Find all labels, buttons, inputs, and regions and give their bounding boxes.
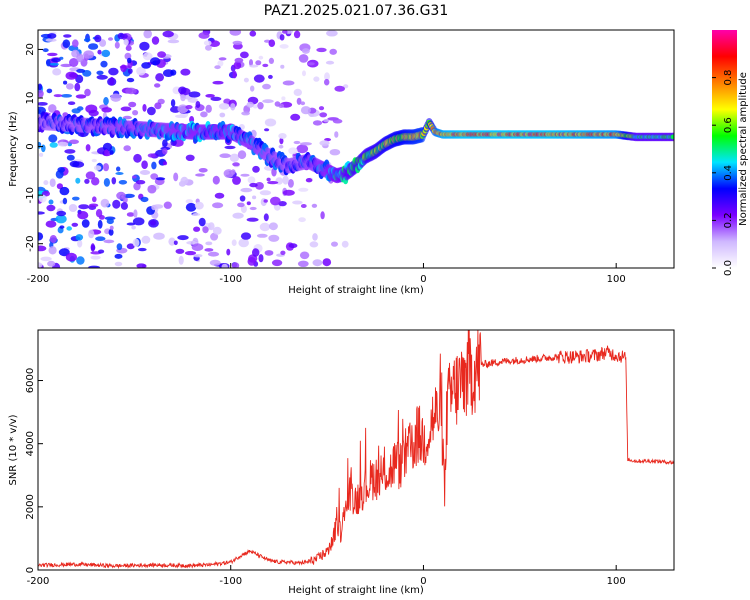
x-tick-label: 100 [607, 274, 626, 285]
snr-series-line [38, 330, 674, 570]
y-tick-label: 4000 [25, 431, 36, 456]
chart-title: PAZ1.2025.021.07.36.G31 [264, 3, 449, 19]
snr-y-ticks: 0 2000 4000 6000 [25, 368, 43, 573]
y-tick-label: 0 [25, 567, 36, 573]
x-tick-label: 100 [607, 576, 626, 587]
spectrogram-x-ticks: -200 -100 0 100 [27, 263, 626, 285]
y-tick-label: 20 [25, 43, 36, 56]
spectrogram-heatmap [38, 30, 674, 268]
colorbar-ticks: 0.0 0.2 0.4 0.6 0.8 [712, 70, 734, 276]
colorbar-label: Normalized spectral amplitude [738, 72, 749, 226]
colorbar-tick-label: 0.4 [723, 165, 734, 181]
spectrogram-x-label: Height of straight line (km) [288, 285, 424, 296]
snr-frame [37, 329, 675, 571]
colorbar-tick-label: 0.6 [723, 117, 734, 133]
snr-plot-area [38, 330, 674, 570]
snr-x-ticks: -200 -100 0 100 [27, 565, 626, 587]
colorbar-tick-label: 0.2 [723, 212, 734, 228]
y-tick-label: -20 [25, 236, 36, 252]
spectrogram-frame [37, 29, 675, 269]
x-tick-label: -200 [27, 576, 50, 587]
x-tick-label: -200 [27, 274, 50, 285]
colorbar: 0.0 0.2 0.4 0.6 0.8 Normalized spectral ampl… [712, 30, 749, 276]
snr-y-label: SNR (10 * v/v) [8, 414, 19, 485]
colorbar-tick-label: 0.8 [723, 70, 734, 86]
y-tick-label: 10 [25, 92, 36, 105]
x-tick-label: 0 [420, 274, 426, 285]
spectrogram-y-ticks: -20 -10 0 10 20 [25, 43, 43, 252]
y-tick-label: 6000 [25, 368, 36, 393]
y-tick-label: -10 [25, 187, 36, 203]
y-tick-label: 2000 [25, 494, 36, 519]
spectrogram-y-label: Frequency (Hz) [8, 111, 19, 187]
y-tick-label: 0 [25, 143, 36, 149]
snr-background [38, 330, 674, 570]
x-tick-label: 0 [420, 576, 426, 587]
snr-x-label: Height of straight line (km) [288, 585, 424, 596]
colorbar-scale [712, 30, 737, 268]
x-tick-label: -100 [219, 274, 242, 285]
colorbar-tick-label: 0.0 [723, 260, 734, 276]
x-tick-label: -100 [219, 576, 242, 587]
